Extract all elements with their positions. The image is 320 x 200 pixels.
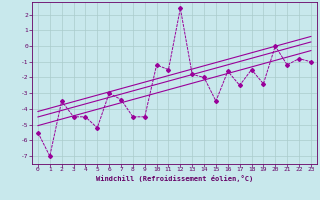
X-axis label: Windchill (Refroidissement éolien,°C): Windchill (Refroidissement éolien,°C) — [96, 175, 253, 182]
